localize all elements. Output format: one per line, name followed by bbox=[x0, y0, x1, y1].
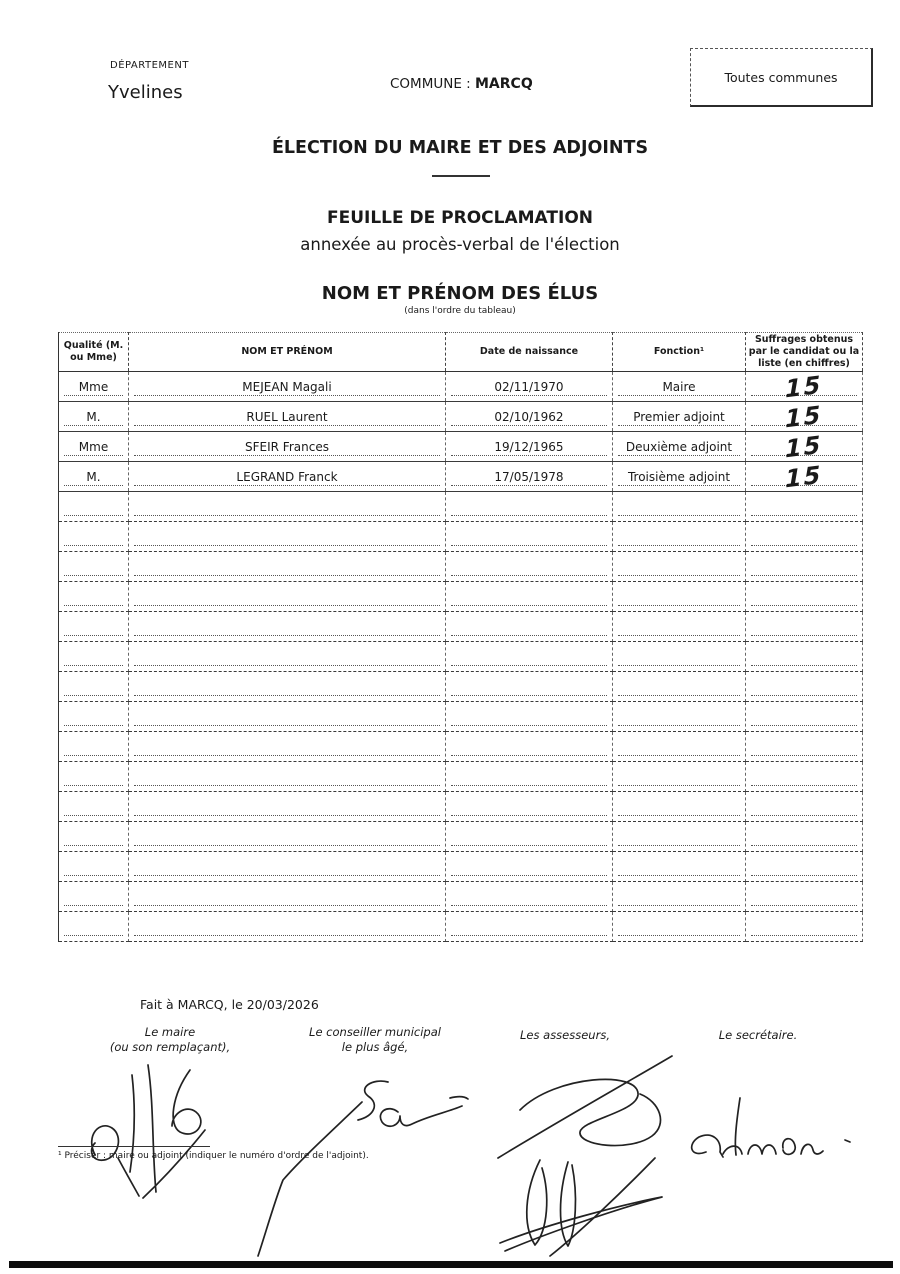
scan-edge-bar bbox=[9, 1261, 893, 1268]
empty-table-row bbox=[58, 821, 863, 852]
commune-label: COMMUNE : bbox=[390, 76, 471, 92]
commune-name: MARCQ bbox=[475, 76, 533, 92]
title-underline bbox=[432, 175, 490, 177]
table-row: M. LEGRAND Franck 17/05/1978 Troisième a… bbox=[58, 461, 863, 492]
mayor-signature-label: Le maire (ou son remplaçant), bbox=[85, 1025, 255, 1055]
header-name: NOM ET PRÉNOM bbox=[128, 332, 446, 372]
cell-name: RUEL Laurent bbox=[128, 401, 446, 432]
empty-table-row bbox=[58, 911, 863, 942]
empty-table-row bbox=[58, 671, 863, 702]
cell-birth-date: 19/12/1965 bbox=[445, 431, 613, 462]
handwritten-votes: 15 bbox=[785, 461, 823, 492]
footnote-separator bbox=[58, 1146, 210, 1147]
table-subtitle: (dans l'ordre du tableau) bbox=[404, 306, 516, 316]
function-value: Troisième adjoint bbox=[627, 469, 731, 484]
function-value: Premier adjoint bbox=[633, 409, 725, 424]
cell-name: MEJEAN Magali bbox=[128, 371, 446, 402]
table-row: M. RUEL Laurent 02/10/1962 Premier adjoi… bbox=[58, 401, 863, 432]
handwritten-votes: 15 bbox=[785, 401, 823, 432]
empty-table-row bbox=[58, 731, 863, 762]
all-communes-stamp-box: Toutes communes bbox=[690, 48, 873, 107]
label-line: Le secrétaire. bbox=[718, 1028, 798, 1042]
handwritten-votes: 15 bbox=[785, 371, 823, 402]
empty-table-row bbox=[58, 881, 863, 912]
cell-quality: M. bbox=[58, 461, 129, 492]
cell-votes: 15 bbox=[745, 371, 863, 402]
made-at-line: Fait à MARCQ, le 20/03/2026 bbox=[140, 997, 319, 1012]
label-line: Le maire bbox=[144, 1025, 196, 1039]
cell-votes: 15 bbox=[745, 401, 863, 432]
table-row: Mme SFEIR Frances 19/12/1965 Deuxième ad… bbox=[58, 431, 863, 462]
assessors-signature-label: Les assesseurs, bbox=[480, 1028, 650, 1043]
cell-function: Deuxième adjoint bbox=[612, 431, 746, 462]
table-title: NOM ET PRÉNOM DES ÉLUS bbox=[321, 283, 599, 304]
cell-name: LEGRAND Franck bbox=[128, 461, 446, 492]
name-value: LEGRAND Franck bbox=[236, 469, 338, 484]
label-line: Les assesseurs, bbox=[520, 1028, 610, 1042]
cell-function: Troisième adjoint bbox=[612, 461, 746, 492]
sheet-title: FEUILLE DE PROCLAMATION bbox=[326, 208, 593, 228]
handwritten-votes: 15 bbox=[785, 431, 823, 462]
quality-value: Mme bbox=[78, 439, 109, 454]
cell-birth-date: 02/10/1962 bbox=[445, 401, 613, 432]
header-birth-date: Date de naissance bbox=[445, 332, 613, 372]
empty-table-row bbox=[58, 641, 863, 672]
sheet-subtitle: annexée au procès-verbal de l'élection bbox=[300, 235, 620, 254]
label-line: le plus âgé, bbox=[341, 1039, 409, 1054]
assessors-signature-icon bbox=[497, 1055, 673, 1257]
birth-date-value: 19/12/1965 bbox=[494, 439, 564, 454]
birth-date-value: 02/10/1962 bbox=[494, 409, 564, 424]
empty-table-row bbox=[58, 581, 863, 612]
birth-date-value: 17/05/1978 bbox=[494, 469, 564, 484]
secretary-signature-icon bbox=[690, 1097, 851, 1158]
function-value: Deuxième adjoint bbox=[625, 439, 733, 454]
header-quality: Qualité (M. ou Mme) bbox=[58, 332, 129, 372]
cell-quality: Mme bbox=[58, 371, 129, 402]
empty-table-row bbox=[58, 611, 863, 642]
main-title: ÉLECTION DU MAIRE ET DES ADJOINTS bbox=[271, 138, 649, 158]
footnote-text: ¹ Préciser : maire ou adjoint (indiquer … bbox=[58, 1151, 369, 1161]
empty-table-row bbox=[58, 701, 863, 732]
secretary-signature-label: Le secrétaire. bbox=[673, 1028, 843, 1043]
councillor-signature-label: Le conseiller municipal le plus âgé, bbox=[290, 1025, 460, 1055]
department-label: DÉPARTEMENT bbox=[110, 60, 189, 71]
cell-birth-date: 17/05/1978 bbox=[445, 461, 613, 492]
cell-votes: 15 bbox=[745, 431, 863, 462]
birth-date-value: 02/11/1970 bbox=[494, 379, 564, 394]
cell-votes: 15 bbox=[745, 461, 863, 492]
label-line: (ou son remplaçant), bbox=[109, 1039, 231, 1054]
header-function: Fonction¹ bbox=[612, 332, 746, 372]
function-value: Maire bbox=[662, 379, 696, 394]
mayor-signature-icon bbox=[90, 1064, 206, 1199]
quality-value: M. bbox=[86, 469, 101, 484]
empty-table-row bbox=[58, 761, 863, 792]
cell-function: Premier adjoint bbox=[612, 401, 746, 432]
name-value: MEJEAN Magali bbox=[242, 379, 332, 394]
elected-officials-table: Qualité (M. ou Mme) NOM ET PRÉNOM Date d… bbox=[58, 332, 863, 942]
name-value: RUEL Laurent bbox=[246, 409, 328, 424]
quality-value: M. bbox=[86, 409, 101, 424]
commune-line: COMMUNE : MARCQ bbox=[390, 76, 533, 92]
empty-table-row bbox=[58, 791, 863, 822]
empty-table-row bbox=[58, 551, 863, 582]
name-value: SFEIR Frances bbox=[245, 439, 329, 454]
cell-function: Maire bbox=[612, 371, 746, 402]
quality-value: Mme bbox=[78, 379, 109, 394]
cell-name: SFEIR Frances bbox=[128, 431, 446, 462]
cell-birth-date: 02/11/1970 bbox=[445, 371, 613, 402]
empty-table-row bbox=[58, 491, 863, 522]
table-header-row: Qualité (M. ou Mme) NOM ET PRÉNOM Date d… bbox=[58, 332, 863, 372]
table-row: Mme MEJEAN Magali 02/11/1970 Maire 15 bbox=[58, 371, 863, 402]
header-votes: Suffrages obtenus par le candidat ou la … bbox=[745, 332, 863, 372]
councillor-signature-icon bbox=[257, 1080, 469, 1257]
label-line: Le conseiller municipal bbox=[309, 1025, 441, 1039]
stamp-box-label: Toutes communes bbox=[724, 69, 838, 85]
cell-quality: M. bbox=[58, 401, 129, 432]
department-name: Yvelines bbox=[108, 82, 183, 103]
empty-table-row bbox=[58, 521, 863, 552]
cell-quality: Mme bbox=[58, 431, 129, 462]
empty-table-row bbox=[58, 851, 863, 882]
